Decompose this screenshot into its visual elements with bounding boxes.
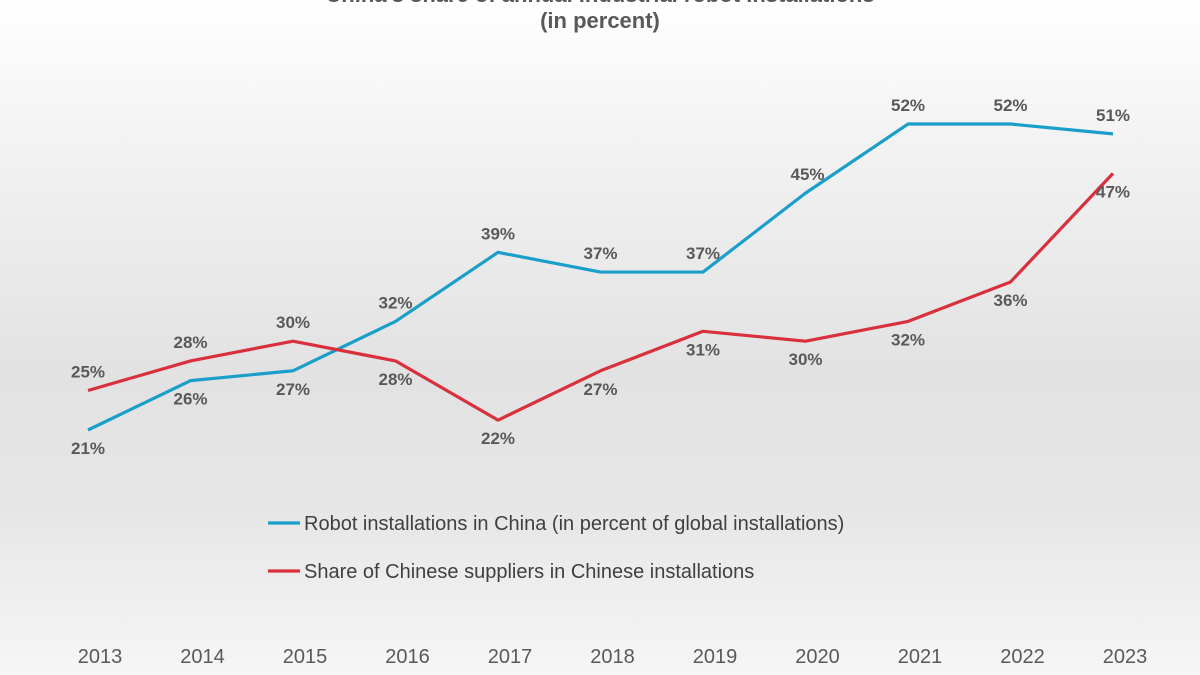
series-line-china-installations xyxy=(87,122,1114,432)
chart-subtitle: (in percent) xyxy=(540,8,660,33)
series-line-chinese-suppliers xyxy=(87,172,1115,422)
data-label: 32% xyxy=(891,330,925,349)
data-label: 28% xyxy=(173,333,207,352)
data-label: 26% xyxy=(173,390,207,409)
data-label: 47% xyxy=(1096,182,1130,201)
x-tick-label: 2022 xyxy=(1000,646,1045,668)
legend-label: Robot installations in China (in percent… xyxy=(304,513,844,535)
data-label: 45% xyxy=(790,165,824,184)
data-label: 36% xyxy=(993,291,1027,310)
data-label: 30% xyxy=(788,350,822,369)
data-label: 21% xyxy=(71,439,105,458)
chart-title-main: China's share of annual industrial robot… xyxy=(0,0,1200,8)
data-label: 22% xyxy=(481,429,515,448)
data-label: 31% xyxy=(686,340,720,359)
x-tick-label: 2023 xyxy=(1103,646,1148,668)
data-label: 39% xyxy=(481,224,515,243)
x-tick-label: 2014 xyxy=(180,646,225,668)
data-label: 51% xyxy=(1096,106,1130,125)
legend-label: Share of Chinese suppliers in Chinese in… xyxy=(304,561,754,583)
data-label: 27% xyxy=(583,380,617,399)
x-tick-label: 2018 xyxy=(590,646,635,668)
x-tick-label: 2013 xyxy=(78,646,123,668)
data-label: 52% xyxy=(993,96,1027,115)
data-label: 28% xyxy=(378,370,412,389)
x-tick-label: 2015 xyxy=(283,646,328,668)
data-label: 37% xyxy=(686,244,720,263)
data-label: 37% xyxy=(583,244,617,263)
chart-title: China's share of annual industrial robot… xyxy=(0,0,1200,34)
x-tick-label: 2017 xyxy=(488,646,533,668)
data-label: 25% xyxy=(71,363,105,382)
data-label: 52% xyxy=(891,96,925,115)
x-tick-label: 2021 xyxy=(898,646,943,668)
x-tick-label: 2016 xyxy=(385,646,430,668)
data-label: 32% xyxy=(378,293,412,312)
x-tick-label: 2019 xyxy=(693,646,738,668)
data-label: 30% xyxy=(276,313,310,332)
data-label: 27% xyxy=(276,380,310,399)
x-tick-label: 2020 xyxy=(795,646,840,668)
